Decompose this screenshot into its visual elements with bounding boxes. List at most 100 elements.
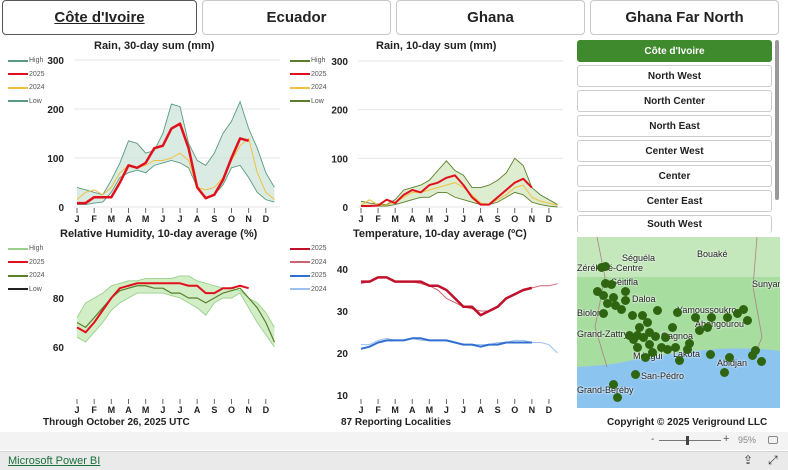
locality-marker[interactable] [695, 326, 704, 335]
region-north-west[interactable]: North West [577, 65, 772, 87]
locality-marker[interactable] [703, 323, 712, 332]
x-tick-label: J [74, 214, 79, 224]
locality-marker[interactable] [639, 333, 648, 342]
legend-item: 2024 [290, 81, 327, 95]
tab-cote-divoire[interactable]: Côte d'Ivoire [2, 0, 197, 35]
locality-marker[interactable] [671, 343, 680, 352]
locality-marker[interactable] [707, 313, 716, 322]
legend-rain30: High 2025 2024 Low [8, 54, 45, 108]
locality-marker[interactable] [645, 340, 654, 349]
locality-marker[interactable] [725, 353, 734, 362]
locality-marker[interactable] [633, 343, 642, 352]
locality-marker[interactable] [723, 313, 732, 322]
region-center-west[interactable]: Center West [577, 140, 772, 162]
fullscreen-icon[interactable]: ⤢ [768, 453, 778, 467]
locality-marker[interactable] [757, 357, 766, 366]
x-tick-label: D [263, 214, 270, 224]
locality-marker[interactable] [621, 287, 630, 296]
locality-marker[interactable] [673, 308, 682, 317]
y-tick-label: 300 [331, 57, 348, 68]
legend-item: 2025 [290, 242, 327, 256]
locality-marker[interactable] [629, 335, 638, 344]
map-place-label: Lakota [673, 349, 701, 359]
locality-marker[interactable] [617, 305, 626, 314]
legend-swatch [8, 274, 28, 277]
region-list-scrollbar[interactable] [775, 40, 779, 200]
locality-marker[interactable] [631, 370, 640, 379]
zoom-out-button[interactable]: - [651, 434, 655, 445]
locality-marker[interactable] [645, 328, 654, 337]
locality-marker[interactable] [611, 301, 620, 310]
fit-to-page-icon[interactable] [768, 436, 778, 444]
legend-label: 2025 [311, 245, 327, 253]
locality-marker[interactable] [648, 348, 657, 357]
locality-marker[interactable] [657, 343, 666, 352]
locality-marker[interactable] [599, 291, 608, 300]
map-place-label: Grand-Béréby [577, 385, 634, 395]
zoom-slider[interactable] [659, 440, 721, 441]
locality-marker[interactable] [601, 279, 610, 288]
data-through-date: Through October 26, 2025 UTC [43, 417, 190, 428]
locality-marker[interactable] [633, 331, 642, 340]
map-place-label: Séguéla [622, 253, 656, 263]
locality-marker[interactable] [743, 316, 752, 325]
series-high [360, 157, 558, 206]
series-2024 [76, 137, 275, 201]
tab-ghana-far-north[interactable]: Ghana Far North [590, 0, 779, 35]
region-cote-divoire[interactable]: Côte d'Ivoire [577, 40, 772, 62]
locality-marker[interactable] [643, 318, 652, 327]
range-band [77, 275, 275, 347]
map-place-label: Zérékoré-Centre [577, 263, 644, 273]
series-2024 [360, 276, 558, 312]
x-tick-label: A [409, 214, 416, 224]
locality-marker[interactable] [609, 293, 618, 302]
locality-marker[interactable] [739, 305, 748, 314]
locality-marker[interactable] [663, 345, 672, 354]
legend-swatch [8, 247, 28, 250]
locality-marker[interactable] [609, 380, 618, 389]
locality-map[interactable]: Séguéla Bouaké Zérékoré-Centre Séitifla Dalo… [577, 237, 780, 408]
locality-marker[interactable] [625, 331, 634, 340]
zoom-slider-handle[interactable] [686, 436, 689, 445]
locality-marker[interactable] [641, 353, 650, 362]
locality-marker[interactable] [638, 311, 647, 320]
locality-marker[interactable] [635, 323, 644, 332]
region-north-east[interactable]: North East [577, 115, 772, 137]
locality-marker[interactable] [603, 299, 612, 308]
power-bi-link[interactable]: Microsoft Power BI [8, 455, 101, 467]
locality-marker[interactable] [683, 345, 692, 354]
region-center-east[interactable]: Center East [577, 190, 772, 212]
locality-marker[interactable] [661, 333, 670, 342]
locality-marker[interactable] [613, 393, 622, 402]
locality-marker[interactable] [668, 323, 677, 332]
locality-marker[interactable] [621, 296, 630, 305]
locality-marker[interactable] [685, 339, 694, 348]
locality-marker[interactable] [720, 368, 729, 377]
locality-marker[interactable] [691, 313, 700, 322]
locality-marker[interactable] [593, 287, 602, 296]
region-south-west[interactable]: South West [577, 215, 772, 233]
zoom-in-button[interactable]: + [723, 433, 730, 445]
locality-marker[interactable] [675, 356, 684, 365]
share-icon[interactable]: ⇪ [743, 453, 754, 467]
x-tick-label: A [477, 405, 484, 415]
locality-marker[interactable] [733, 309, 742, 318]
x-tick-label: J [461, 405, 466, 415]
locality-marker[interactable] [748, 351, 757, 360]
region-center[interactable]: Center [577, 165, 772, 187]
legend-label: 2025 [311, 272, 327, 280]
locality-marker[interactable] [751, 346, 760, 355]
locality-marker[interactable] [599, 309, 608, 318]
locality-marker[interactable] [601, 262, 610, 271]
locality-marker[interactable] [653, 306, 662, 315]
locality-marker[interactable] [607, 280, 616, 289]
locality-marker[interactable] [628, 311, 637, 320]
tab-ghana[interactable]: Ghana [396, 0, 585, 35]
legend-item: 2025 [8, 68, 45, 82]
tab-ecuador[interactable]: Ecuador [202, 0, 391, 35]
legend-label: 2024 [29, 84, 45, 92]
status-bar: Microsoft Power BI ⇪ ⤢ [0, 451, 788, 470]
locality-marker[interactable] [651, 332, 660, 341]
region-north-center[interactable]: North Center [577, 90, 772, 112]
locality-marker[interactable] [706, 350, 715, 359]
